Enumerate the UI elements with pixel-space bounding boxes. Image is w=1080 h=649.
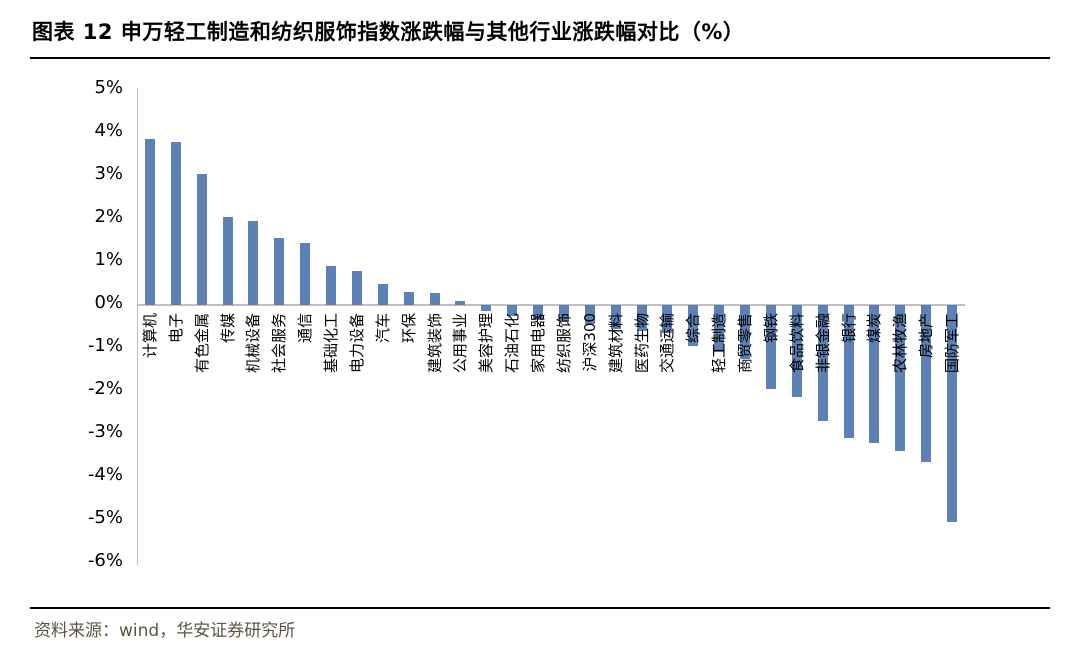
bar [429,292,440,305]
bar [222,216,233,305]
category-label: 公用事业 [451,313,470,374]
bar [921,305,932,462]
category-label: 传媒 [218,313,237,344]
category-label: 社会服务 [270,313,289,374]
bar [248,221,259,305]
bar [740,305,751,359]
category-label: 农林牧渔 [891,313,910,374]
bar [455,300,466,305]
category-label: 交通运输 [658,313,677,374]
y-tick-label: -3% [87,421,123,442]
bar [947,305,958,523]
bar [533,305,544,321]
bar [377,283,388,305]
category-label: 银行 [839,313,858,344]
category-label: 计算机 [140,313,159,359]
y-tick-label: -6% [87,550,123,571]
category-label: 房地产 [917,313,936,359]
zero-baseline [137,304,965,306]
category-label: 纺织服饰 [554,313,573,374]
bar [326,266,337,305]
y-tick-label: -4% [87,464,123,485]
category-label: 机械设备 [244,313,263,374]
bar [817,305,828,422]
category-label: 非银金融 [813,313,832,374]
chart-title: 图表 12 申万轻工制造和纺织服饰指数涨跌幅与其他行业涨跌幅对比（%） [32,20,745,44]
bar [714,305,725,353]
bar [610,305,621,329]
category-label: 有色金属 [192,313,211,374]
bar [403,292,414,305]
bar [274,238,285,305]
bar [791,305,802,398]
bar [351,270,362,305]
y-tick-label: 2% [94,206,123,227]
category-label: 食品饮料 [787,313,806,374]
bar [843,305,854,439]
category-label: 电子 [166,313,185,344]
bar [481,305,492,312]
category-label: 石油石化 [503,313,522,374]
category-label: 环保 [399,313,418,344]
y-tick-label: -1% [87,335,123,356]
category-label: 汽车 [373,313,392,344]
bar [507,305,518,316]
category-label: 医药生物 [632,313,651,374]
y-tick-label: -2% [87,378,123,399]
category-label: 家用电器 [529,313,548,374]
category-label: 煤炭 [865,313,884,344]
bar-chart: 计算机 电子 有色金属 传媒 机械设备 社会服务 通信 基础化工 电力设备 汽车 环保 建筑装饰 公用事… [137,88,965,565]
bar [662,305,673,333]
category-label: 电力设备 [347,313,366,374]
category-label: 国防军工 [943,313,962,374]
category-label: 钢铁 [761,313,780,344]
y-tick-label: 4% [94,120,123,141]
y-axis-line [137,88,138,565]
bar [688,305,699,346]
y-tick-label: -5% [87,507,123,528]
bar [636,305,647,331]
category-label: 通信 [296,313,315,344]
category-label: 美容护理 [477,313,496,374]
y-tick-label: 3% [94,163,123,184]
title-divider [30,57,1050,59]
footer-divider [30,607,1050,609]
category-label: 建筑材料 [606,313,625,374]
bar [869,305,880,443]
source-note: 资料来源：wind，华安证券研究所 [34,621,296,641]
bar [895,305,906,452]
category-label: 沪深300 [580,313,599,372]
category-label: 综合 [684,313,703,344]
category-label: 商贸零售 [736,313,755,374]
bar [584,305,595,325]
bar [196,173,207,305]
category-label: 基础化工 [322,313,341,374]
bar [170,141,181,305]
y-tick-label: 5% [94,77,123,98]
bar [300,242,311,305]
bar [144,139,155,305]
y-axis: 5% 4% 3% 2% 1% 0% -1% -2% -3% -4% -5% -6% [30,77,123,587]
category-label: 轻工制造 [710,313,729,374]
y-tick-label: 1% [94,249,123,270]
y-tick-label: 0% [94,292,123,313]
bar [765,305,776,389]
bar [558,305,569,323]
category-label: 建筑装饰 [425,313,444,374]
